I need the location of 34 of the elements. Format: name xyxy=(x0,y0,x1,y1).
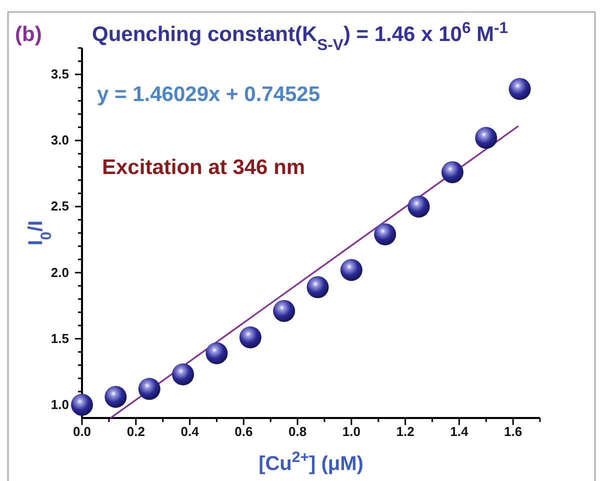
annotation: y = 1.46029x + 0.74525 xyxy=(97,83,320,106)
x-tick-label: 1.2 xyxy=(396,424,414,440)
x-tick-label: 0.8 xyxy=(288,424,307,440)
x-tick-label: 1.6 xyxy=(504,424,522,440)
text: (b) xyxy=(15,23,42,46)
y-tick-label: 1.5 xyxy=(50,330,69,346)
point xyxy=(206,342,228,364)
point xyxy=(172,363,194,386)
point xyxy=(508,78,531,100)
point xyxy=(374,223,396,246)
x-tick-label: 0.6 xyxy=(234,424,253,440)
y-tick-label: 3.5 xyxy=(50,66,69,82)
point xyxy=(104,386,127,408)
y-tick-label: 2.0 xyxy=(50,264,69,280)
x-axis-title: [Cu$^{2+}$] (μM) xyxy=(258,448,364,475)
chart-title: Quenching constant(K$_{S-V}$) = 1.46 x 10$^{6}$ M$^{-1}$ xyxy=(92,20,508,54)
point xyxy=(340,259,362,281)
y-tick-label: 1.0 xyxy=(50,396,69,412)
y-tick-label: 3.0 xyxy=(50,132,69,148)
point xyxy=(71,394,93,416)
y-tick-label: 2.5 xyxy=(50,198,69,214)
point xyxy=(306,276,329,298)
x-tick-label: 0.4 xyxy=(180,424,200,440)
point xyxy=(239,326,262,348)
x-tick-label: 0.0 xyxy=(72,424,92,440)
x-tick-label: 1.4 xyxy=(450,424,469,440)
point xyxy=(273,300,296,322)
point xyxy=(441,161,464,184)
x-tick-label: 1.0 xyxy=(342,424,360,440)
point xyxy=(408,196,430,218)
point xyxy=(475,126,498,149)
x-tick-label: 0.2 xyxy=(126,424,145,440)
point xyxy=(138,378,160,400)
annotation: Excitation at 346 nm xyxy=(102,156,306,179)
